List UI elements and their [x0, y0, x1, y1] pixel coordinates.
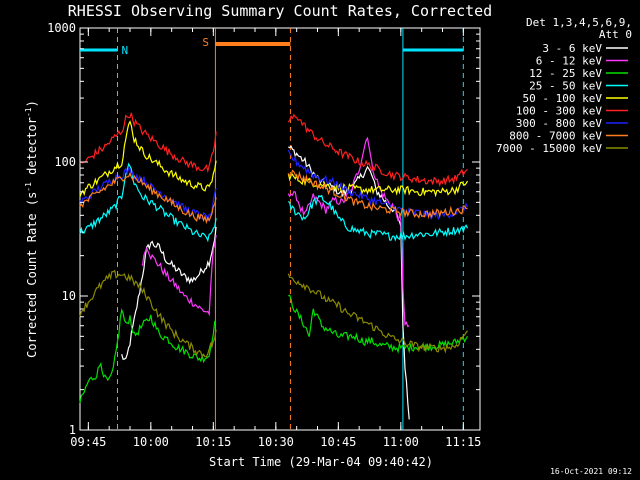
- x-tick-label: 10:30: [258, 435, 294, 449]
- x-minor-ticks: [87, 28, 464, 430]
- series-line-3-seg-0: [79, 162, 217, 243]
- y-tick-label: 1000: [47, 21, 76, 35]
- legend-header-line2: Att 0: [599, 28, 632, 41]
- legend-label: 25 - 50 keV: [529, 80, 602, 93]
- plot-area: [79, 27, 481, 431]
- x-tick-label: 10:15: [195, 435, 231, 449]
- x-tick-label: 10:45: [320, 435, 356, 449]
- y-tick-label: 100: [54, 155, 76, 169]
- series-layer: [79, 112, 469, 420]
- legend-header-line1: Det 1,3,4,5,6,9,: [526, 16, 632, 29]
- series-line-2-seg-1: [288, 294, 469, 354]
- y-axis-ticks: 1 10 100 1000: [47, 21, 480, 437]
- series-line-4-seg-0: [79, 120, 217, 198]
- legend-label: 6 - 12 keV: [536, 55, 603, 68]
- legend-label: 50 - 100 keV: [523, 92, 603, 105]
- series-line-5-seg-1: [287, 113, 468, 188]
- series-line-7-seg-1: [287, 169, 468, 220]
- legend-label: 12 - 25 keV: [529, 67, 602, 80]
- observing-flags: NS: [80, 28, 464, 430]
- series-line-8-seg-1: [287, 273, 468, 354]
- x-axis-label: Start Time (29-Mar-04 09:40:42): [209, 455, 433, 469]
- x-tick-label: 11:00: [383, 435, 419, 449]
- series-line-0-seg-0: [121, 226, 217, 361]
- legend-label: 3 - 6 keV: [542, 42, 602, 55]
- footer-timestamp: 16-Oct-2021 09:12: [550, 467, 632, 476]
- legend-label: 7000 - 15000 keV: [496, 142, 602, 155]
- series-line-3-seg-1: [287, 194, 469, 242]
- series-line-6-seg-1: [287, 149, 469, 221]
- plot-border: [79, 27, 481, 431]
- x-tick-label: 10:00: [133, 435, 169, 449]
- night-flag-label: N: [122, 44, 129, 57]
- series-line-5-seg-0: [79, 112, 217, 174]
- legend-label: 100 - 300 keV: [516, 105, 602, 118]
- x-tick-label: 11:15: [445, 435, 481, 449]
- y-tick-label: 10: [62, 289, 76, 303]
- series-line-2-seg-0: [79, 308, 217, 404]
- x-tick-label: 09:45: [70, 435, 106, 449]
- legend-label: 800 - 7000 keV: [509, 130, 602, 143]
- series-line-1-seg-0: [141, 234, 217, 317]
- series-line-7-seg-0: [79, 171, 217, 225]
- series-line-8-seg-0: [79, 269, 217, 359]
- legend-label: 300 - 800 keV: [516, 117, 602, 130]
- y-axis-label: Corrected Count Rate (s-1 detector-1): [24, 100, 39, 358]
- chart-title: RHESSI Observing Summary Count Rates, Co…: [68, 2, 492, 20]
- y-tick-label: 1: [69, 423, 76, 437]
- saa-flag-label: S: [202, 36, 209, 49]
- x-axis-ticks: 09:45 10:00 10:15 10:30 10:45 11:00 11:15: [70, 28, 481, 449]
